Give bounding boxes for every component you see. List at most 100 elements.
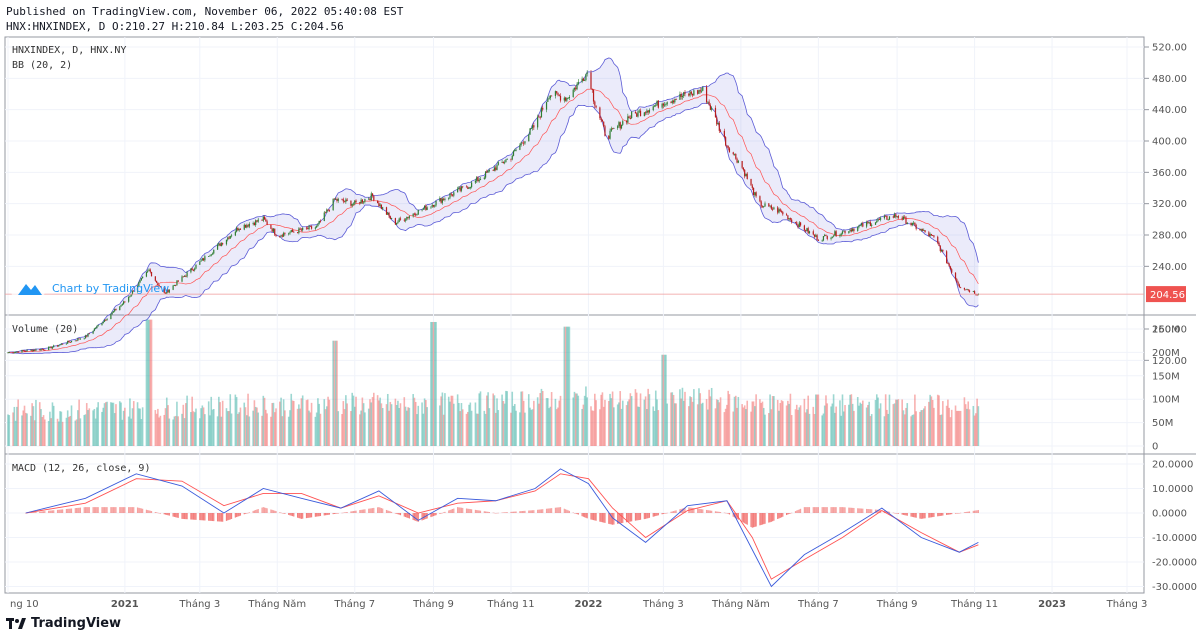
candle-body: [577, 81, 579, 85]
candle-body: [599, 107, 601, 119]
candle-body: [956, 279, 958, 283]
candle-body: [262, 216, 264, 221]
candle-body: [74, 340, 76, 342]
macd-histogram-bar: [797, 509, 799, 513]
macd-histogram-bar: [972, 510, 974, 513]
candle-body: [839, 235, 841, 237]
macd-histogram-bar: [39, 511, 41, 513]
macd-histogram-bar: [421, 513, 423, 521]
volume-bar: [892, 404, 895, 446]
volume-bar: [940, 414, 943, 446]
candle-body: [210, 254, 212, 256]
macd-histogram-bar: [648, 513, 651, 518]
candle-body: [683, 92, 685, 96]
candle-body: [476, 177, 478, 181]
macd-histogram-bar: [30, 512, 32, 513]
candle-body: [421, 209, 423, 211]
macd-histogram-bar: [343, 512, 346, 513]
macd-histogram-bar: [645, 513, 647, 519]
volume-bar: [148, 319, 150, 446]
candle-body: [397, 221, 399, 223]
macd-histogram-bar: [782, 513, 784, 517]
candle-body: [928, 232, 930, 237]
volume-bar: [877, 397, 879, 446]
candle-body: [946, 251, 948, 264]
candle-body: [239, 229, 242, 230]
candle-body: [218, 243, 220, 245]
volume-bar: [707, 409, 709, 446]
candle-body: [444, 198, 446, 200]
volume-bar: [835, 406, 837, 446]
volume-bar: [30, 415, 32, 446]
candle-body: [68, 340, 70, 343]
candle-body: [263, 216, 266, 220]
candle-body: [573, 87, 576, 90]
macd-histogram-bar: [252, 510, 254, 513]
candle-body: [354, 200, 356, 204]
macd-histogram-bar: [888, 511, 891, 513]
volume-bar: [661, 354, 663, 446]
volume-bar: [700, 403, 703, 446]
candle-body: [140, 278, 142, 281]
macd-histogram-bar: [617, 513, 619, 524]
candle-body: [317, 223, 319, 227]
macd-histogram-bar: [675, 510, 677, 513]
volume-bar: [780, 400, 783, 446]
macd-histogram-bar: [761, 513, 764, 525]
volume-bar: [110, 402, 112, 446]
candle-body: [319, 220, 322, 222]
candle-body: [698, 90, 700, 94]
candle-body: [627, 116, 629, 123]
volume-bar: [487, 392, 489, 446]
volume-bar: [781, 401, 784, 446]
candle-body: [435, 200, 437, 206]
macd-histogram-bar: [448, 510, 450, 513]
candle-body: [628, 116, 630, 119]
volume-bar: [931, 399, 934, 446]
macd-histogram-bar: [671, 511, 673, 513]
volume-bar: [394, 398, 397, 446]
macd-histogram-bar: [636, 513, 638, 521]
volume-bar: [317, 398, 319, 446]
volume-bar: [813, 413, 816, 446]
macd-histogram-bar: [399, 513, 402, 516]
macd-histogram-bar: [154, 512, 156, 513]
macd-histogram-bar: [702, 509, 704, 513]
candle-body: [805, 230, 807, 232]
macd-histogram-bar: [788, 513, 790, 514]
volume-bar: [755, 394, 757, 446]
candle-body: [591, 88, 593, 90]
volume-bar: [425, 400, 427, 446]
macd-histogram-bar: [97, 507, 99, 513]
volume-bar: [364, 412, 366, 446]
macd-histogram-bar: [479, 510, 482, 513]
candle-body: [16, 351, 18, 353]
candle-body: [373, 195, 375, 201]
volume-bar: [103, 403, 106, 446]
candle-body: [582, 78, 584, 81]
macd-histogram-bar: [95, 507, 97, 513]
volume-bar: [795, 404, 798, 446]
candle-body: [866, 222, 868, 227]
candle-body: [341, 198, 343, 200]
macd-histogram-bar: [195, 513, 197, 520]
candle-body: [741, 160, 743, 168]
macd-histogram-bar: [709, 510, 711, 513]
candle-body: [512, 150, 515, 156]
candle-body: [328, 209, 330, 211]
macd-histogram-bar: [714, 511, 717, 513]
candle-body: [469, 187, 471, 189]
macd-histogram-bar: [643, 513, 645, 520]
volume-label: Volume (20): [12, 324, 78, 335]
published-line: Published on TradingView.com, November 0…: [6, 5, 404, 18]
candle-body: [737, 160, 739, 163]
macd-histogram-bar: [305, 513, 308, 519]
volume-bar: [975, 413, 977, 446]
candle-body: [208, 256, 210, 257]
candle-body: [238, 229, 240, 231]
candle-body: [913, 222, 915, 224]
macd-histogram-bar: [705, 509, 708, 513]
candle-body: [7, 352, 9, 354]
candle-body: [763, 206, 765, 208]
